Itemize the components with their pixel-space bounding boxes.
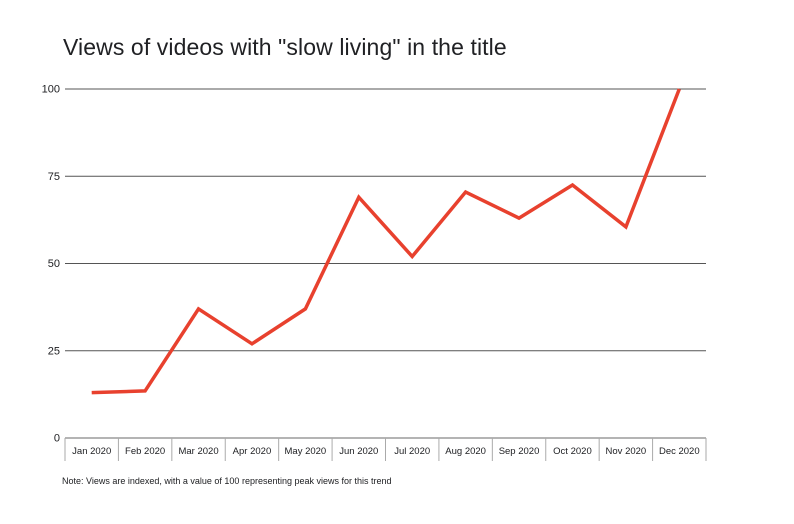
x-axis: Jan 2020 Feb 2020 Mar 2020 Apr 2020 May 2020… <box>64 438 707 461</box>
y-tick-label: 50 <box>48 258 60 270</box>
x-tick-label: Apr 2020 <box>233 446 272 457</box>
x-tick-label: Mar 2020 <box>178 446 218 457</box>
x-tick-label: Jul 2020 <box>394 446 430 457</box>
chart-title: Views of videos with "slow living" in th… <box>63 34 507 60</box>
series-line <box>91 88 681 395</box>
gridlines <box>65 88 706 439</box>
y-axis-tick-labels: 0 25 50 75 100 <box>42 84 60 445</box>
x-tick-label: Jan 2020 <box>72 446 111 457</box>
y-tick-label: 100 <box>42 84 60 96</box>
x-tick-label: Feb 2020 <box>125 446 165 457</box>
x-tick-label: May 2020 <box>285 446 327 457</box>
x-tick-label: Jun 2020 <box>339 446 378 457</box>
x-tick-label: Nov 2020 <box>606 446 647 457</box>
y-tick-label: 75 <box>48 171 60 183</box>
y-tick-label: 25 <box>48 345 60 357</box>
y-tick-label: 0 <box>54 433 60 445</box>
x-tick-label: Oct 2020 <box>553 446 592 457</box>
x-tick-label: Sep 2020 <box>499 446 540 457</box>
x-tick-label: Dec 2020 <box>659 446 700 457</box>
x-tick-label: Aug 2020 <box>445 446 486 457</box>
chart-note: Note: Views are indexed, with a value of… <box>62 476 392 486</box>
series-lines <box>91 88 681 395</box>
